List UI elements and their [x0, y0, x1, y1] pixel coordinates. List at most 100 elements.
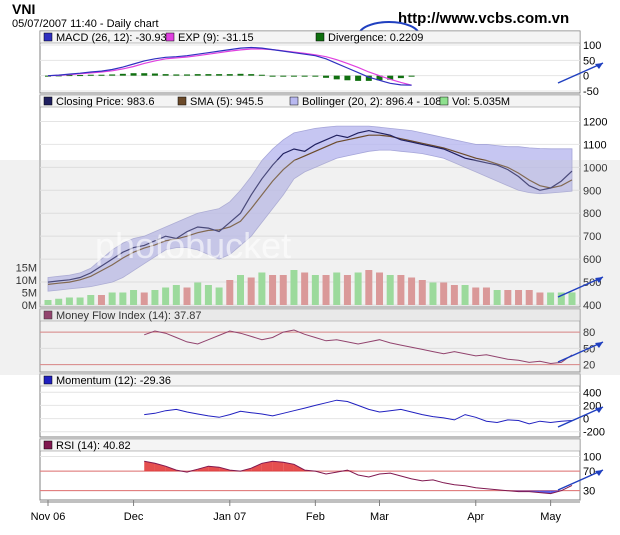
volume-bar [97, 295, 105, 305]
exp-line [47, 48, 412, 86]
price-ytick-label: 800 [583, 208, 601, 220]
divergence-bar [248, 74, 255, 76]
momentum-ytick-label: -200 [583, 427, 605, 439]
trend-arrow-momentum [557, 406, 604, 428]
watermark-band [0, 160, 620, 375]
divergence-bar [408, 75, 415, 77]
x-tick-label: Nov 06 [31, 511, 66, 523]
x-tick-label: Apr [467, 511, 484, 523]
price-legend-swatch [439, 96, 449, 106]
macd-legend-label: MACD (26, 12): -30.93 [56, 32, 167, 44]
volume-bar [354, 272, 362, 305]
price-ytick-label: 700 [583, 231, 601, 243]
price-legend-label: Closing Price: 983.6 [56, 96, 154, 108]
volume-bar [547, 292, 555, 305]
price-legend-swatch [177, 96, 187, 106]
macd-legend-label: EXP (9): -31.15 [178, 32, 254, 44]
volume-bar [269, 275, 277, 305]
macd-legend-swatch [315, 32, 325, 42]
price-legend-label: SMA (5): 945.5 [190, 96, 263, 108]
volume-bar [429, 282, 437, 305]
volume-bar [236, 275, 244, 305]
divergence-bar [280, 75, 287, 77]
volume-bar [172, 285, 180, 305]
trend-arrowhead-rsi [595, 470, 603, 476]
x-tick-label: Mar [370, 511, 389, 523]
mfi-line [144, 329, 573, 365]
volume-bar [76, 297, 84, 305]
source-url: http://www.vcbs.com.vn [398, 10, 569, 27]
macd-ytick-label: -50 [583, 86, 599, 98]
volume-bar [258, 272, 266, 305]
volume-bar [194, 282, 202, 305]
divergence-bar [141, 73, 148, 76]
volume-bar [343, 275, 351, 305]
momentum-ytick-label: 400 [583, 387, 601, 399]
price-legend-swatch [43, 96, 53, 106]
volume-bar [504, 290, 512, 305]
volume-bar [226, 280, 234, 305]
divergence-bar [365, 75, 372, 81]
volume-bar [525, 290, 533, 305]
rsi-ytick-label: 30 [583, 486, 595, 498]
divergence-bar [237, 73, 244, 76]
x-axis: Nov 06 Dec Jan 07 Feb Mar Apr May [31, 500, 580, 523]
volume-bar [44, 300, 52, 305]
chart-symbol: VNI [12, 1, 35, 17]
trend-arrow-price [557, 276, 604, 298]
rsi-overbought-fill [251, 463, 262, 472]
momentum-legend-label: Momentum (12): -29.36 [56, 375, 171, 387]
volume-bar [140, 292, 148, 305]
macd-ytick-label: 100 [583, 40, 601, 52]
macd-legend-strip [39, 30, 581, 44]
divergence-bar [184, 74, 191, 76]
divergence-bar [355, 75, 362, 81]
rsi-overbought-fill [144, 461, 155, 472]
volume-bar [333, 272, 341, 305]
mfi-legend-label: Money Flow Index (14): 37.87 [56, 310, 202, 322]
volume-bar [247, 277, 255, 305]
chart-panels: MACD (26, 12): -30.93 EXP (9): -31.15 Dive… [16, 30, 607, 501]
momentum-legend-swatch [43, 375, 53, 385]
volume-bar [119, 292, 127, 305]
trend-arrowhead-macd [595, 63, 603, 69]
annotation-arrows [557, 62, 604, 491]
volume-bar [290, 270, 298, 305]
divergence-bar [376, 75, 383, 81]
rsi-line [144, 460, 573, 495]
divergence-bar [45, 75, 51, 77]
volume-bar [515, 290, 523, 305]
momentum-legend-strip [39, 373, 581, 387]
volume-bar [65, 297, 73, 305]
rsi-legend-swatch [43, 440, 53, 450]
macd-legend-swatch [165, 32, 175, 42]
x-tick-label: May [540, 511, 561, 523]
rsi-ytick-label: 100 [583, 451, 601, 463]
volume-bar [397, 275, 405, 305]
divergence-bar [66, 75, 73, 77]
price-ytick-label: 900 [583, 185, 601, 197]
volume-bar [87, 295, 95, 305]
volume-bar [482, 287, 490, 305]
divergence-bar [216, 74, 223, 76]
price-ytick-label: 600 [583, 254, 601, 266]
trend-arrowhead-momentum [595, 407, 603, 413]
volume-tick-label: 10M [16, 275, 37, 287]
price-ytick-label: 1100 [583, 139, 607, 151]
divergence-bar [397, 75, 404, 79]
macd-legend-swatch [43, 32, 53, 42]
macd-ytick-label: 0 [583, 71, 589, 83]
panel-price: Closing Price: 983.6 SMA (5): 945.5 Bollin… [16, 94, 607, 312]
bollinger-band [47, 125, 573, 292]
volume-bar [183, 287, 191, 305]
volume-bar [151, 290, 159, 305]
mfi-legend-strip [39, 308, 581, 322]
volume-bar [450, 285, 458, 305]
price-ytick-label: 1000 [583, 162, 607, 174]
rsi-legend-strip [39, 438, 581, 452]
volume-bar [418, 280, 426, 305]
divergence-bar [226, 74, 233, 76]
x-tick-label: Feb [306, 511, 325, 523]
divergence-bar [77, 75, 84, 77]
